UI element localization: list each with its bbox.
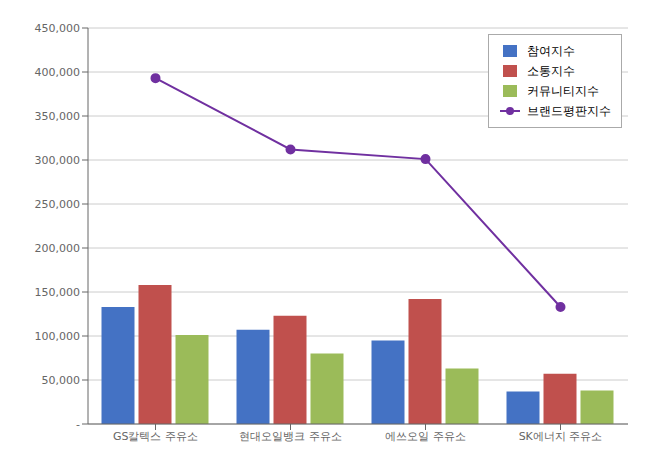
svg-text:100,000: 100,000: [35, 330, 81, 343]
html-text:참여지수: 참여지수: [527, 44, 575, 58]
svg-text:SK에너지 주유소: SK에너지 주유소: [519, 430, 603, 443]
html-text:소통지수: 소통지수: [527, 64, 575, 78]
html-text:커뮤니티지수: 커뮤니티지수: [527, 84, 599, 98]
svg-text:50,000: 50,000: [42, 374, 81, 387]
svg-text:400,000: 400,000: [35, 66, 81, 79]
svg-text:250,000: 250,000: [35, 198, 81, 211]
svg-text:300,000: 300,000: [35, 154, 81, 167]
svg-text:GS칼텍스 주유소: GS칼텍스 주유소: [113, 430, 198, 443]
svg-text:450,000: 450,000: [35, 22, 81, 35]
html-text:브랜드평판지수: 브랜드평판지수: [527, 104, 611, 118]
svg-text:에쓰오일 주유소: 에쓰오일 주유소: [385, 430, 466, 443]
svg-text:현대오일뱅크 주유소: 현대오일뱅크 주유소: [239, 430, 342, 443]
svg-text:-: -: [76, 418, 80, 431]
svg-text:350,000: 350,000: [35, 110, 81, 123]
svg-text:150,000: 150,000: [35, 286, 81, 299]
svg-text:200,000: 200,000: [35, 242, 81, 255]
